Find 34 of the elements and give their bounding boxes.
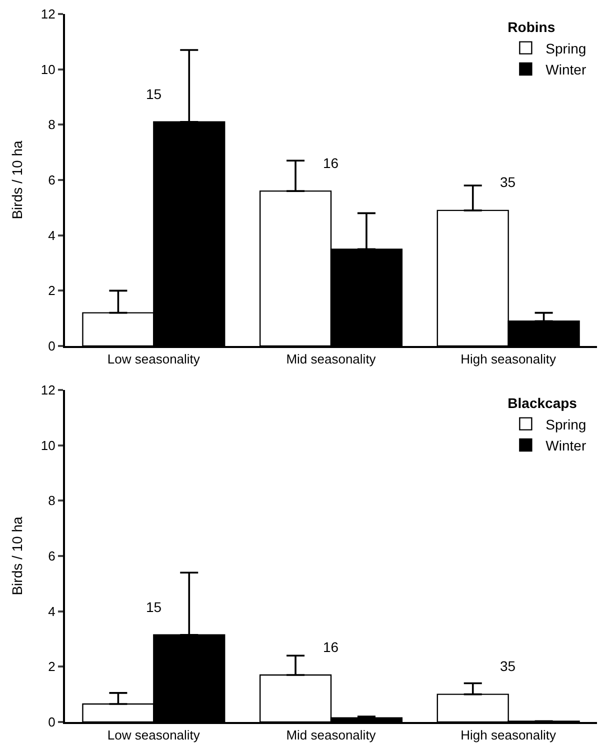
legend-label: Spring	[546, 40, 586, 56]
y-tick-label: 6	[48, 548, 56, 564]
annotation: 15	[146, 86, 162, 102]
x-tick-label: High seasonality	[460, 728, 557, 743]
annotation: 16	[323, 155, 339, 171]
y-axis-title: Birds / 10 ha	[9, 140, 26, 220]
legend-label: Winter	[546, 61, 586, 78]
x-tick-label: Low seasonality	[107, 352, 200, 367]
y-tick-label: 4	[48, 228, 56, 243]
legend-label: Spring	[546, 416, 586, 432]
y-tick-label: 8	[48, 117, 56, 132]
annotation: 15	[146, 599, 162, 615]
y-tick-label: 4	[48, 604, 56, 619]
y-tick-label: 10	[40, 62, 56, 77]
legend-title: Blackcaps	[508, 395, 578, 412]
y-axis-title: Birds / 10 ha	[9, 516, 26, 596]
annotation: 16	[323, 639, 339, 655]
x-tick-label: Mid seasonality	[286, 728, 376, 743]
y-tick-label: 12	[40, 382, 56, 398]
annotation: 35	[500, 174, 516, 190]
x-tick-label: Mid seasonality	[286, 352, 376, 367]
y-tick-label: 0	[48, 714, 56, 730]
y-tick-label: 2	[48, 659, 56, 674]
y-tick-label: 0	[48, 338, 56, 354]
y-tick-label: 8	[48, 493, 56, 508]
legend-label: Winter	[546, 437, 586, 454]
y-tick-label: 6	[48, 172, 56, 188]
y-tick-label: 2	[48, 283, 56, 298]
legend-title: Robins	[508, 19, 556, 36]
x-tick-label: High seasonality	[460, 352, 557, 367]
annotation: 35	[500, 658, 516, 674]
y-tick-label: 12	[40, 6, 56, 22]
y-tick-label: 10	[40, 438, 56, 453]
x-tick-label: Low seasonality	[107, 728, 200, 743]
